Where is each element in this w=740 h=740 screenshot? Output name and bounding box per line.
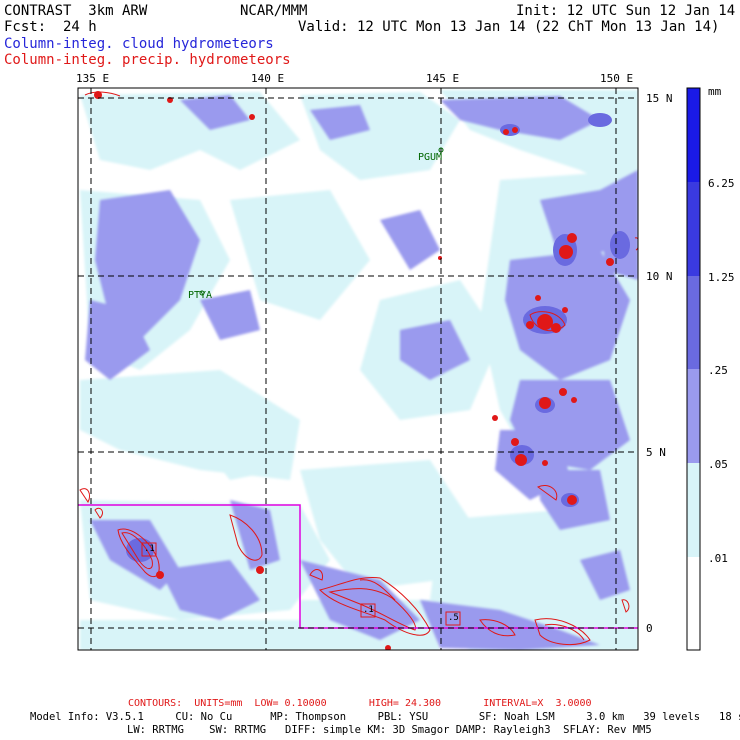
colorbar-level-0-01: .01 [708,552,728,565]
lon-label-135: 135 E [76,72,110,85]
lat-label-10n: 10 N [646,270,673,283]
model-info-line2: LW: RRTMG SW: RRTMG DIFF: simple KM: 3D … [127,724,652,736]
lat-label-15n: 15 N [646,92,673,105]
value-box-3 [445,611,461,626]
contour-info: CONTOURS: UNITS=mm LOW= 0.10000 HIGH= 24… [128,698,592,709]
station-marker-ptya [199,290,205,296]
lon-label-150: 150 E [600,72,634,85]
colorbar [686,87,701,651]
colorbar-level-6-25: 6.25 [708,177,735,190]
org-label: NCAR/MMM [240,3,308,19]
model-title: CONTRAST 3km ARW [4,3,148,19]
station-marker-pgum [438,147,444,153]
model-info-line1: Model Info: V3.5.1 CU: No Cu MP: Thompso… [30,711,740,723]
forecast-hour: Fcst: 24 h [4,19,97,35]
value-label-1: .1 [144,544,155,554]
colorbar-level-1-25: 1.25 [708,271,735,284]
value-label-2: .1 [363,605,374,615]
value-label-3: .5 [448,613,459,623]
colorbar-level-0-25: .25 [708,364,728,377]
init-time: Init: 12 UTC Sun 12 Jan 14 [516,3,736,19]
lat-lon-grid [78,88,638,650]
lat-label-5n: 5 N [646,446,666,459]
map-frame [77,87,639,651]
lon-label-145: 145 E [426,72,460,85]
colorbar-level-0-05: .05 [708,458,728,471]
station-label-ptya: PTYA [188,290,213,301]
value-box-1 [141,542,157,557]
lon-label-140: 140 E [251,72,285,85]
hydrometeor-field [79,90,638,650]
field-precip-label: Column-integ. precip. hydrometeors [4,52,291,68]
value-box-2 [360,603,376,618]
colorbar-units: mm [708,85,722,98]
station-label-pgum: PGUM [418,152,443,163]
valid-time: Valid: 12 UTC Mon 13 Jan 14 (22 ChT Mon … [298,19,720,35]
field-cloud-label: Column-integ. cloud hydrometeors [4,36,274,52]
lat-label-0: 0 [646,622,653,635]
